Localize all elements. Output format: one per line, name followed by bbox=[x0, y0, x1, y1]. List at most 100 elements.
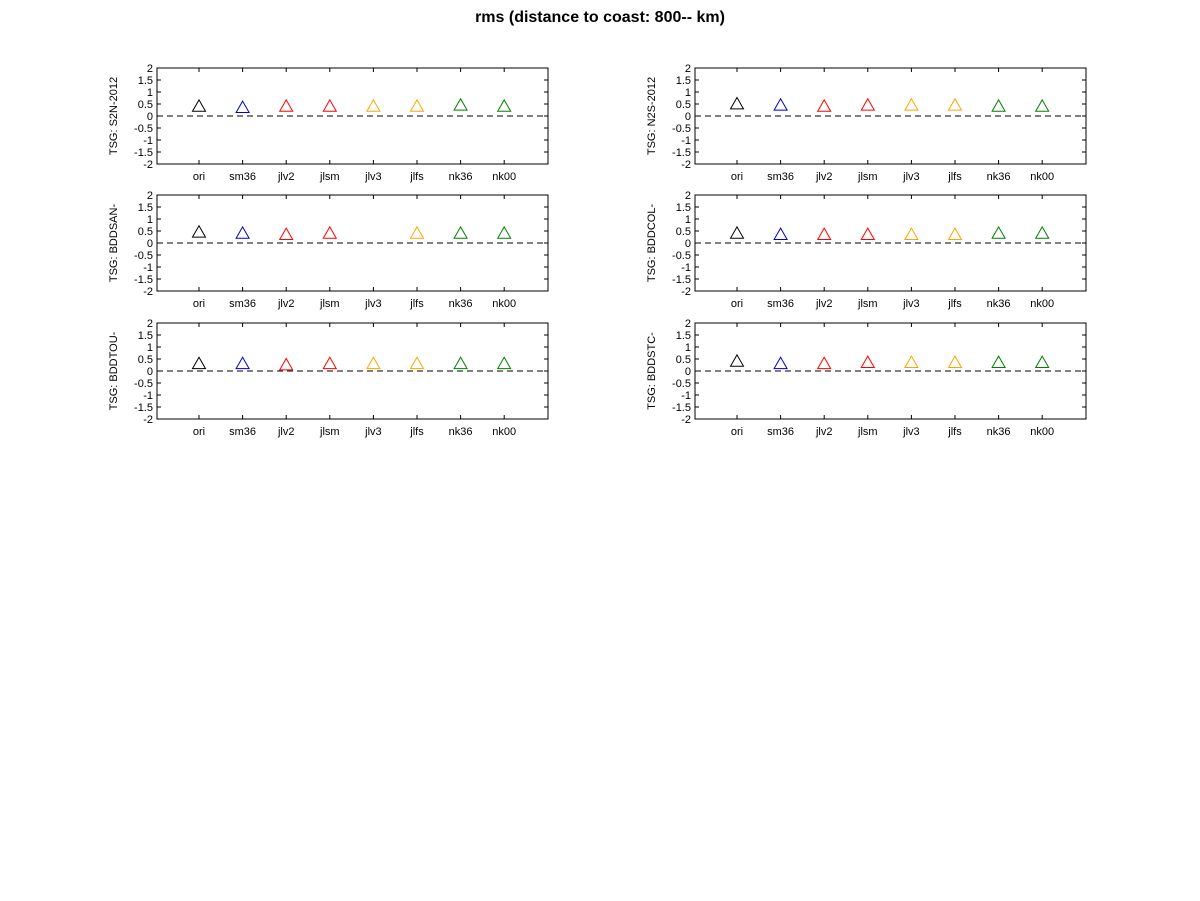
x-tick-label: nk36 bbox=[449, 426, 473, 438]
y-tick-label: 2 bbox=[685, 63, 691, 75]
marker-ori bbox=[191, 356, 207, 370]
y-tick-label: -1 bbox=[681, 262, 691, 274]
marker-nk36 bbox=[991, 225, 1006, 239]
x-tick-label: jlfs bbox=[409, 426, 424, 438]
x-tick-label: jlv3 bbox=[902, 298, 920, 310]
marker-jlv2 bbox=[278, 98, 294, 112]
marker-jlfs bbox=[409, 356, 425, 370]
marker-jlsm bbox=[860, 355, 876, 368]
x-tick-label: jlv2 bbox=[277, 426, 295, 438]
marker-jlfs bbox=[947, 355, 963, 368]
x-tick-label: sm36 bbox=[767, 426, 794, 438]
x-tick-label: nk00 bbox=[1030, 298, 1054, 310]
x-tick-label: jlv3 bbox=[364, 426, 382, 438]
marker-ori bbox=[729, 96, 745, 110]
subplot-4: 21.510.50-0.5-1-1.5-2 TSG: BDDCOL-ori sm36… bbox=[646, 190, 1087, 310]
y-axis-label: TSG: BDDCOL- bbox=[646, 204, 658, 283]
y-tick-label: -0.5 bbox=[672, 123, 691, 135]
marker-ori bbox=[191, 224, 207, 238]
y-tick-label: 0 bbox=[685, 111, 691, 123]
marker-jlv3 bbox=[904, 227, 919, 240]
x-tick-label: nk36 bbox=[987, 171, 1011, 183]
y-tick-label: 0.5 bbox=[138, 226, 153, 238]
marker-jlfs bbox=[947, 97, 963, 111]
marker-nk36 bbox=[453, 97, 468, 111]
x-tick-label: jlfs bbox=[409, 298, 424, 310]
y-tick-label: 0.5 bbox=[138, 354, 153, 366]
x-tick-label: jlfs bbox=[947, 426, 962, 438]
x-tick-label: jlv3 bbox=[364, 298, 382, 310]
subplot-3: 21.510.50-0.5-1-1.5-2 TSG: BDDSAN-ori sm36… bbox=[108, 190, 549, 310]
y-tick-label: 0.5 bbox=[676, 99, 691, 111]
x-tick-label: ori bbox=[193, 171, 205, 183]
x-tick-label: jlsm bbox=[319, 171, 340, 183]
x-tick-label: jlsm bbox=[857, 298, 878, 310]
x-tick-label: nk00 bbox=[1030, 426, 1054, 438]
y-tick-label: -1 bbox=[143, 262, 153, 274]
y-tick-label: -2 bbox=[143, 159, 153, 171]
x-tick-label: nk36 bbox=[987, 298, 1011, 310]
subplot-6: 21.510.50-0.5-1-1.5-2 TSG: BDDSTC-ori sm36… bbox=[646, 318, 1087, 438]
marker-sm36 bbox=[773, 356, 788, 370]
y-tick-label: 0 bbox=[685, 238, 691, 250]
x-tick-label: ori bbox=[193, 426, 205, 438]
marker-jlv2 bbox=[278, 227, 294, 240]
y-tick-label: 1 bbox=[685, 214, 691, 226]
subplot-1: 21.510.50-0.5-1-1.5-2 TSG: S2N-2012 ori sm3… bbox=[108, 63, 549, 183]
y-tick-label: -0.5 bbox=[134, 378, 153, 390]
x-tick-label: jlsm bbox=[319, 426, 340, 438]
x-tick-label: ori bbox=[193, 298, 205, 310]
y-tick-label: 0 bbox=[685, 366, 691, 378]
x-tick-label: nk36 bbox=[449, 171, 473, 183]
y-tick-label: 1.5 bbox=[676, 330, 691, 342]
x-tick-label: ori bbox=[731, 171, 743, 183]
marker-jlv3 bbox=[366, 356, 381, 370]
y-tick-label: -0.5 bbox=[134, 250, 153, 262]
y-tick-label: 1.5 bbox=[676, 75, 691, 87]
y-tick-label: 1.5 bbox=[676, 202, 691, 214]
x-tick-label: sm36 bbox=[229, 298, 256, 310]
y-tick-label: -2 bbox=[681, 286, 691, 298]
subplot-5: 21.510.50-0.5-1-1.5-2 TSG: BDDTOU-ori sm36… bbox=[108, 318, 549, 438]
marker-jlfs bbox=[409, 225, 425, 239]
x-tick-label: nk00 bbox=[1030, 171, 1054, 183]
subplot-2: 21.510.50-0.5-1-1.5-2 TSG: N2S-2012 ori sm3… bbox=[646, 63, 1087, 183]
y-axis-label: TSG: S2N-2012 bbox=[108, 77, 120, 155]
y-tick-label: 2 bbox=[685, 318, 691, 330]
x-tick-label: jlv2 bbox=[815, 171, 833, 183]
marker-ori bbox=[191, 98, 207, 112]
y-tick-label: 1 bbox=[685, 87, 691, 99]
marker-jlv3 bbox=[904, 97, 919, 111]
x-tick-label: nk36 bbox=[987, 426, 1011, 438]
y-axis-label: TSG: BDDSAN- bbox=[108, 204, 120, 283]
marker-jlsm bbox=[322, 98, 338, 112]
y-tick-label: 0 bbox=[147, 366, 153, 378]
x-tick-label: nk00 bbox=[492, 426, 516, 438]
marker-jlfs bbox=[409, 98, 425, 112]
y-axis-label: TSG: N2S-2012 bbox=[646, 77, 658, 155]
x-tick-label: jlv2 bbox=[277, 171, 295, 183]
y-tick-label: -1.5 bbox=[672, 402, 691, 414]
marker-sm36 bbox=[235, 100, 250, 113]
y-axis-label: TSG: BDDSTC- bbox=[646, 332, 658, 410]
y-tick-label: -0.5 bbox=[134, 123, 153, 135]
y-tick-label: 0.5 bbox=[676, 354, 691, 366]
y-tick-label: -1.5 bbox=[134, 402, 153, 414]
x-tick-label: jlsm bbox=[857, 426, 878, 438]
y-tick-label: 1 bbox=[685, 342, 691, 354]
x-tick-label: sm36 bbox=[229, 171, 256, 183]
y-tick-label: -0.5 bbox=[672, 250, 691, 262]
marker-sm36 bbox=[235, 356, 250, 370]
y-tick-label: -1.5 bbox=[672, 274, 691, 286]
y-tick-label: 1 bbox=[147, 342, 153, 354]
marker-jlv2 bbox=[816, 356, 832, 370]
y-tick-label: -1 bbox=[143, 390, 153, 402]
y-tick-label: 1.5 bbox=[138, 75, 153, 87]
y-tick-label: 1 bbox=[147, 87, 153, 99]
y-tick-label: -1 bbox=[681, 135, 691, 147]
marker-sm36 bbox=[235, 225, 250, 239]
y-tick-label: 2 bbox=[147, 63, 153, 75]
x-tick-label: jlv2 bbox=[815, 426, 833, 438]
y-tick-label: -1 bbox=[143, 135, 153, 147]
marker-jlv2 bbox=[816, 227, 832, 240]
